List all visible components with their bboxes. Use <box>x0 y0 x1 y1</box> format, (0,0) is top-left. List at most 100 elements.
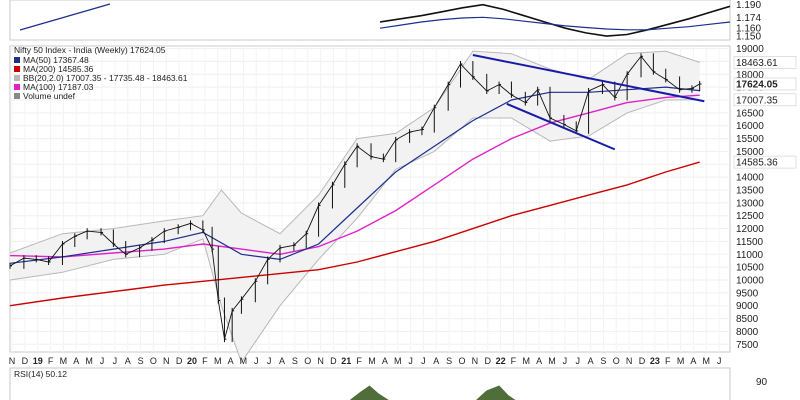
price-tick-label: 9000 <box>736 301 759 312</box>
time-tick-label: D <box>22 356 29 366</box>
ma100-line <box>9 94 700 258</box>
legend-swatch-ma100 <box>14 84 20 90</box>
time-tick-label: S <box>446 356 452 366</box>
price-tick-label: 11500 <box>736 237 764 248</box>
time-tick-label: A <box>588 356 594 366</box>
time-tick-label: M <box>703 356 711 366</box>
time-tick-label: F <box>511 356 517 366</box>
time-tick-label: J <box>575 356 580 366</box>
legend-entry-ma100: MA(100) 17187.03 <box>14 82 94 92</box>
legend-entry-ma200: MA(200) 14585.36 <box>14 64 94 74</box>
time-tick-label: M <box>677 356 685 366</box>
time-tick-label: F <box>356 356 362 366</box>
top-panel-ma-left <box>19 3 111 31</box>
value-tag-box <box>733 155 797 169</box>
time-tick-label: 21 <box>341 356 351 366</box>
time-tick-label: M <box>523 356 531 366</box>
price-tick-label: 10000 <box>736 276 764 287</box>
time-tick-label: M <box>214 356 222 366</box>
time-tick-label: A <box>433 356 439 366</box>
time-tick-label: N <box>163 356 170 366</box>
time-tick-label: M <box>368 356 376 366</box>
time-tick-label: J <box>113 356 118 366</box>
bollinger-band-fill <box>10 51 700 363</box>
ma200-line <box>9 161 700 307</box>
time-tick-label: N <box>626 356 633 366</box>
price-series <box>9 50 705 364</box>
legend-bb: BB(20,2.0) 17007.35 - 17735.48 - 18463.6… <box>23 73 188 83</box>
price-line <box>9 55 700 340</box>
legend-entry-volume: Volume undef <box>14 91 76 101</box>
rsi-panel: 90 <box>9 367 768 400</box>
value-tag-label: 17624.05 <box>736 79 778 90</box>
time-tick-label: D <box>330 356 337 366</box>
time-tick-label: N <box>472 356 479 366</box>
time-tick-label: A <box>125 356 131 366</box>
time-tick-label: F <box>48 356 54 366</box>
value-tag-box <box>733 77 797 91</box>
value-tag-label: 18463.61 <box>736 58 778 69</box>
price-tick-label: 19000 <box>736 44 764 55</box>
value-tag-label: 17007.35 <box>736 95 778 106</box>
time-tick-label: J <box>717 356 722 366</box>
price-tick-label: 7500 <box>736 340 759 351</box>
top-tick-label: 1.150 <box>736 32 761 43</box>
time-tick-label: O <box>458 356 465 366</box>
price-legend: Nifty 50 Index - India (Weekly) 17624.05… <box>14 45 188 101</box>
legend-swatch-bb <box>14 75 20 81</box>
top-tick-label: 1.160 <box>736 24 761 35</box>
price-tick-label: 18000 <box>736 70 764 81</box>
time-tick-label: J <box>100 356 105 366</box>
price-tick-label: 11000 <box>736 250 764 261</box>
price-tick-label: 15500 <box>736 134 764 145</box>
time-tick-label: A <box>279 356 285 366</box>
time-tick-label: A <box>73 356 79 366</box>
time-tick-label: A <box>690 356 696 366</box>
price-tick-label: 12000 <box>736 224 764 235</box>
rsi-legend: RSI(14) 50.12 <box>14 369 67 379</box>
time-tick-label: M <box>85 356 93 366</box>
time-tick-label: A <box>382 356 388 366</box>
time-tick-label: S <box>138 356 144 366</box>
legend-entry-ma50: MA(50) 17367.48 <box>14 55 89 65</box>
time-tick-label: 22 <box>496 356 506 366</box>
value-tag-box <box>733 93 797 107</box>
price-tick-label: 13500 <box>736 186 764 197</box>
ma50-line <box>9 86 700 264</box>
price-tick-label: 16500 <box>736 108 764 119</box>
time-tick-label: M <box>60 356 68 366</box>
time-tick-label: S <box>292 356 298 366</box>
value-tag-label: 14585.36 <box>736 158 778 169</box>
time-tick-label: D <box>176 356 183 366</box>
rsi-tick-label: 90 <box>756 377 768 388</box>
time-tick-label: D <box>639 356 646 366</box>
price-panel <box>9 45 731 364</box>
top-panel-ma-line <box>379 16 731 31</box>
legend-swatch-ma50 <box>14 57 20 63</box>
time-tick-label: A <box>536 356 542 366</box>
time-tick-label: J <box>267 356 272 366</box>
rsi-label: RSI(14) 50.12 <box>14 369 67 379</box>
time-tick-label: J <box>563 356 568 366</box>
time-tick-label: N <box>317 356 324 366</box>
legend-ma50: MA(50) 17367.48 <box>23 55 89 65</box>
price-tick-label: 13000 <box>736 198 764 209</box>
bollinger-lower-line <box>9 99 700 364</box>
legend-swatch-ma200 <box>14 66 20 72</box>
legend-swatch-volume <box>14 93 20 99</box>
time-tick-label: M <box>394 356 402 366</box>
price-tick-label: 12500 <box>736 211 764 222</box>
time-tick-label: 23 <box>650 356 660 366</box>
time-tick-label: J <box>254 356 259 366</box>
trendline <box>506 102 616 151</box>
time-tick-label: N <box>9 356 16 366</box>
time-tick-label: O <box>150 356 157 366</box>
time-tick-label: F <box>665 356 671 366</box>
time-tick-label: O <box>304 356 311 366</box>
time-tick-label: 20 <box>187 356 197 366</box>
rsi-overbought-area <box>349 385 516 400</box>
time-tick-label: M <box>548 356 556 366</box>
